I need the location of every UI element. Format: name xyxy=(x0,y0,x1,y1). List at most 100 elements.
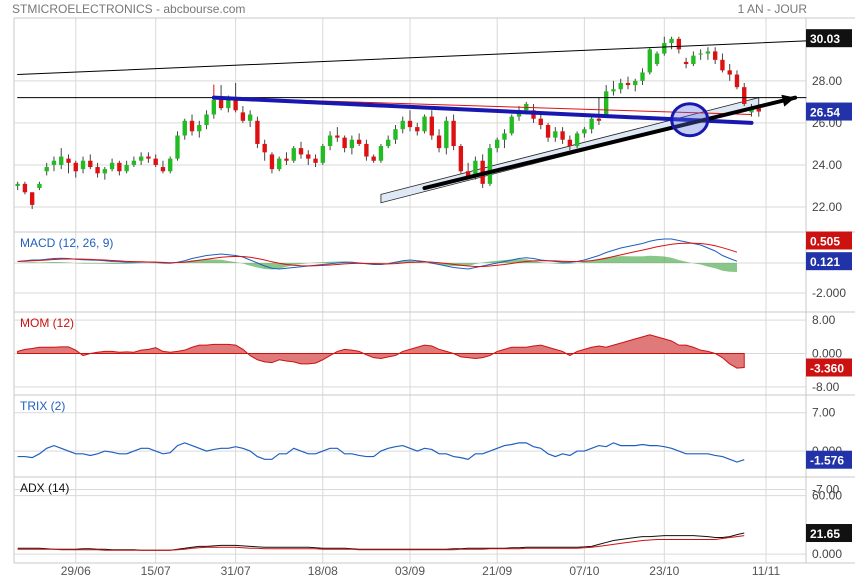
candle-body xyxy=(676,38,682,50)
x-tick-label: 07/10 xyxy=(569,564,599,578)
candle-body xyxy=(378,146,384,161)
x-tick-label: 11/11 xyxy=(752,564,781,578)
candle-body xyxy=(444,120,449,149)
trix-value-label: -1.576 xyxy=(810,454,844,468)
candle-body xyxy=(669,38,674,44)
x-tick-label: 29/06 xyxy=(61,564,91,578)
last-price-label-bg xyxy=(806,102,852,121)
candle-body xyxy=(611,89,616,92)
candle-body xyxy=(146,156,151,159)
candle-body xyxy=(342,137,347,149)
candle-body xyxy=(335,135,340,138)
candle-body xyxy=(545,125,551,138)
candle-body xyxy=(204,114,209,125)
candle-body xyxy=(625,82,631,86)
mom-value-label-bg xyxy=(806,358,852,377)
trend-line xyxy=(211,95,754,125)
candle-body xyxy=(386,139,391,147)
x-tick-label: 31/07 xyxy=(221,564,251,578)
candle-body xyxy=(574,133,580,147)
candle-body xyxy=(233,99,238,111)
candle-body xyxy=(22,183,28,193)
x-tick-label: 03/09 xyxy=(395,564,425,578)
candle-body xyxy=(138,156,144,161)
candle-body xyxy=(88,160,93,168)
candle-body xyxy=(567,139,573,147)
candle-body xyxy=(582,129,587,134)
candle-body xyxy=(175,135,180,159)
candle-body xyxy=(465,171,471,178)
candle-body xyxy=(298,148,304,155)
adx-value-label: 21.65 xyxy=(810,527,840,541)
macd-top-label-bg xyxy=(806,231,852,250)
candle-body xyxy=(182,120,187,136)
candle-body xyxy=(59,156,64,165)
candle-body xyxy=(73,162,78,172)
candle-body xyxy=(102,169,108,174)
trix-line xyxy=(17,442,745,463)
candle-body xyxy=(604,91,609,115)
candle-body xyxy=(487,148,493,184)
candle-body xyxy=(436,135,442,149)
candle-body xyxy=(742,87,747,104)
candle-body xyxy=(538,118,543,125)
candle-body xyxy=(291,148,296,161)
chart-title: STMICROELECTRONICS - abcbourse.com xyxy=(12,2,246,16)
candle-body xyxy=(407,120,413,128)
high-price-label: 30.03 xyxy=(810,32,840,46)
candle-body xyxy=(727,70,732,75)
last-price-label: 26.54 xyxy=(810,106,840,120)
candle-body xyxy=(654,53,660,65)
candle-body xyxy=(277,158,282,170)
indicator-label: MOM (12) xyxy=(20,316,74,330)
y-tick-label: 24.00 xyxy=(812,158,842,172)
momentum-area xyxy=(17,334,745,369)
candle-body xyxy=(131,160,137,165)
adx-line-di xyxy=(17,535,745,551)
candle-body xyxy=(451,120,456,147)
y-tick-label: 22.00 xyxy=(812,200,842,214)
period-label[interactable]: 1 AN - JOUR xyxy=(737,2,807,16)
candle-body xyxy=(422,116,427,132)
indicator-label: MACD (12, 26, 9) xyxy=(20,236,113,250)
candle-body xyxy=(29,192,35,205)
x-tick-label: 18/08 xyxy=(308,564,338,578)
trend-line xyxy=(17,40,807,76)
candle-body xyxy=(640,72,645,81)
candle-body xyxy=(306,154,311,159)
arrow-head xyxy=(781,94,796,107)
candle-body xyxy=(756,108,761,112)
y-tick-label: 8.00 xyxy=(812,313,836,327)
candle-body xyxy=(560,131,565,140)
candle-body xyxy=(247,114,253,121)
candle-body xyxy=(269,154,275,170)
candle-body xyxy=(662,43,667,54)
y-tick-label: -8.00 xyxy=(812,380,840,394)
macd-top-label: 0.505 xyxy=(810,235,840,249)
candle-body xyxy=(356,139,362,144)
candle-body xyxy=(153,158,158,165)
candle-body xyxy=(596,118,602,121)
candle-body xyxy=(429,116,434,136)
y-tick-label: 7.00 xyxy=(812,406,836,420)
candle-body xyxy=(15,183,20,186)
candle-body xyxy=(647,49,652,73)
candle-body xyxy=(720,59,725,71)
candle-body xyxy=(371,156,376,161)
candle-body xyxy=(349,139,355,149)
candle-body xyxy=(393,129,398,140)
candle-body xyxy=(320,146,325,163)
mom-value-label: -3.360 xyxy=(810,362,844,376)
y-tick-label: 0.000 xyxy=(812,347,842,361)
macd-value-label: 0.121 xyxy=(810,255,840,269)
candle-body xyxy=(226,99,231,109)
macd-line-signal xyxy=(17,242,738,267)
candle-body xyxy=(698,53,703,55)
candle-body xyxy=(313,158,318,163)
candle-body xyxy=(618,82,623,90)
candle-body xyxy=(197,125,202,132)
candle-body xyxy=(691,55,696,65)
candle-body xyxy=(284,158,289,161)
adx-value-label-bg xyxy=(806,524,852,543)
